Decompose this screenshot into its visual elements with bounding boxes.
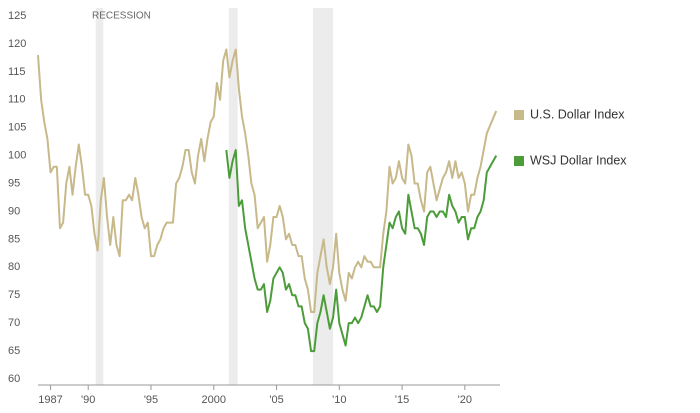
x-tick-label: '15: [395, 394, 409, 406]
y-tick-label: 110: [8, 94, 26, 106]
legend-swatch: [514, 156, 524, 166]
y-tick-label: 65: [8, 345, 20, 357]
y-tick-label: 85: [8, 233, 20, 245]
x-tick-label: '90: [81, 394, 95, 406]
legend-swatch: [514, 110, 524, 120]
y-tick-label: 95: [8, 177, 20, 189]
y-tick-label: 105: [8, 122, 26, 134]
y-tick-label: 90: [8, 205, 20, 217]
x-tick-label: '10: [332, 394, 346, 406]
y-tick-label: 100: [8, 150, 26, 162]
y-tick-label: 60: [8, 373, 20, 385]
y-tick-label: 120: [8, 38, 26, 50]
recession-band: [95, 8, 104, 385]
y-tick-label: 80: [8, 261, 20, 273]
series-line: [225, 149, 498, 353]
x-tick-label: '95: [144, 394, 158, 406]
legend-label: WSJ Dollar Index: [530, 153, 627, 167]
y-tick-label: 125: [8, 10, 26, 22]
legend-label: U.S. Dollar Index: [530, 107, 625, 121]
recession-band: [312, 8, 334, 385]
x-tick-label: 2000: [202, 394, 226, 406]
x-tick-label: '05: [269, 394, 283, 406]
background: [95, 8, 334, 385]
y-tick-label: 70: [8, 317, 20, 329]
recession-band: [228, 8, 238, 385]
series-line: [37, 48, 498, 313]
x-tick-label: '20: [458, 394, 472, 406]
y-tick-label: 115: [8, 66, 26, 78]
x-tick-label: 1987: [38, 394, 62, 406]
annotation: RECESSION: [92, 11, 151, 22]
y-tick-label: 75: [8, 289, 20, 301]
